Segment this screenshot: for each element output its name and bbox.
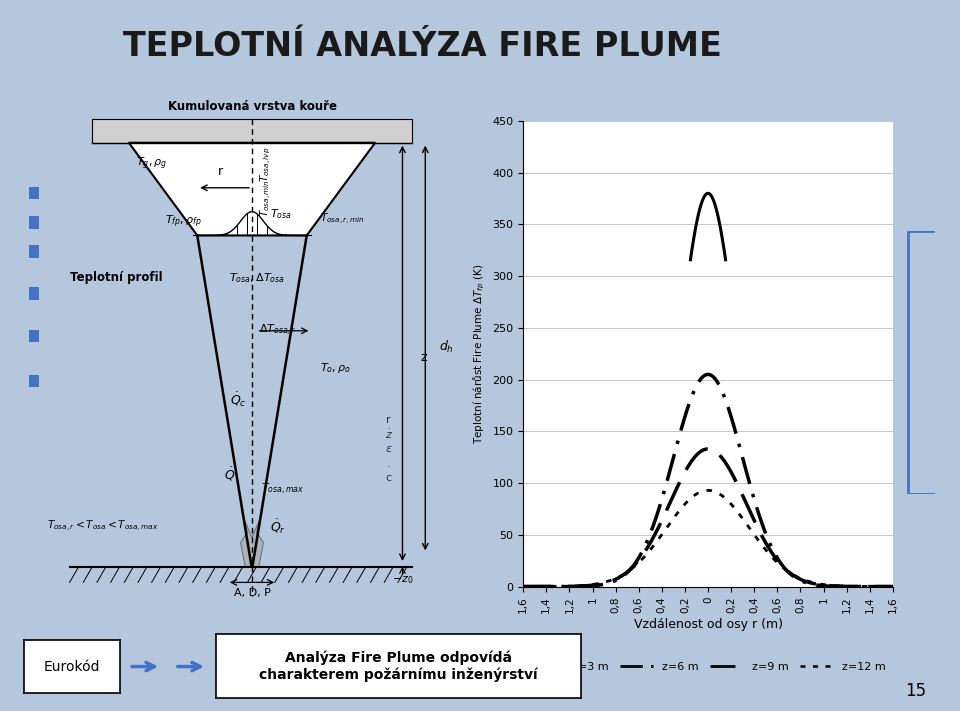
Text: $T_{osa}$: $T_{osa}$: [271, 208, 292, 221]
Bar: [29, 330, 38, 343]
Text: r: r: [387, 415, 391, 425]
Text: Kumulovaná vrstva kouře: Kumulovaná vrstva kouře: [167, 100, 337, 112]
Text: TEPLOTNÍ ANALÝZA FIRE PLUME: TEPLOTNÍ ANALÝZA FIRE PLUME: [123, 30, 722, 63]
Text: A, D, P: A, D, P: [233, 588, 271, 598]
Text: $\dot{Q}$: $\dot{Q}$: [224, 465, 235, 483]
Bar: [29, 216, 38, 228]
Text: $\dot{z}$: $\dot{z}$: [385, 428, 393, 442]
Text: Analýza Fire Plume odpovídá
charakterem požárnímu inženýrství: Analýza Fire Plume odpovídá charakterem …: [259, 651, 538, 682]
Text: $\dot{Q}_c$: $\dot{Q}_c$: [230, 390, 247, 409]
Bar: [29, 245, 38, 257]
Polygon shape: [129, 143, 375, 235]
Text: $T_{osa, r, min}$: $T_{osa, r, min}$: [321, 212, 365, 227]
X-axis label: Vzdálenost od osy r (m): Vzdálenost od osy r (m): [634, 619, 782, 631]
Text: $d_h$: $d_h$: [439, 338, 454, 355]
Bar: [29, 375, 38, 387]
Text: $T_{osa,min}$: $T_{osa,min}$: [259, 179, 274, 218]
Text: r: r: [218, 165, 223, 178]
Y-axis label: Teplotní nárůst Fire Plume $\Delta T_{fp}$ (K): Teplotní nárůst Fire Plume $\Delta T_{fp…: [471, 264, 487, 444]
Text: $\Delta T_{osa,r}$: $\Delta T_{osa,r}$: [259, 324, 297, 338]
Text: $\epsilon$: $\epsilon$: [385, 444, 393, 454]
Text: $T_{osa,r} < T_{osa} < T_{osa,max}$: $T_{osa,r} < T_{osa} < T_{osa,max}$: [47, 519, 158, 535]
Text: c: c: [386, 474, 392, 483]
Text: $T_g, \rho_g$: $T_g, \rho_g$: [136, 156, 167, 172]
Legend: z=3 m, z=6 m, z=9 m, z=12 m: z=3 m, z=6 m, z=9 m, z=12 m: [525, 658, 891, 676]
Text: $T_{osa}, \Delta T_{osa}$: $T_{osa}, \Delta T_{osa}$: [228, 271, 284, 284]
Text: $\dot{Q}_r$: $\dot{Q}_r$: [271, 518, 286, 536]
Text: $T_{osa, max}$: $T_{osa, max}$: [261, 482, 304, 497]
Text: Eurokód: Eurokód: [44, 660, 100, 673]
Text: z: z: [420, 351, 427, 364]
Polygon shape: [241, 516, 263, 567]
Bar: [29, 187, 38, 199]
Text: .: .: [387, 459, 391, 469]
Text: $T_{osa,lvp}$: $T_{osa,lvp}$: [259, 146, 274, 181]
Text: 15: 15: [905, 683, 926, 700]
Bar: [29, 287, 38, 300]
Text: $T_o, \rho_o$: $T_o, \rho_o$: [321, 361, 351, 375]
Text: $T_{fp}, \rho_{fp}$: $T_{fp}, \rho_{fp}$: [165, 214, 202, 230]
Text: Teplotní profil: Teplotní profil: [69, 272, 162, 284]
Text: $-z_0$: $-z_0$: [392, 574, 413, 587]
Polygon shape: [92, 119, 412, 143]
